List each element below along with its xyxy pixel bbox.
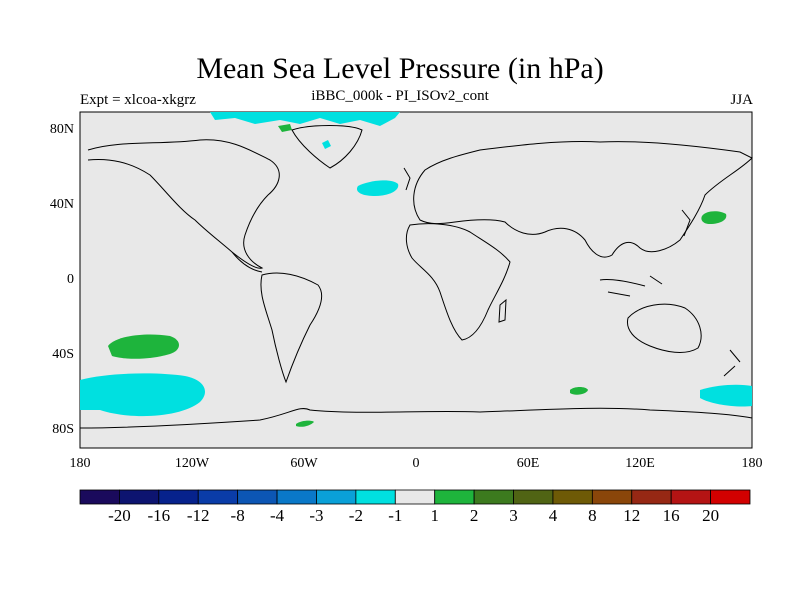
colorbar-label-13: 12	[623, 506, 641, 525]
colorbar-label-10: 3	[509, 506, 518, 525]
colorbar-swatch-11	[513, 489, 554, 505]
lon-tick-180e: 180	[741, 456, 763, 471]
colorbar-swatch-15	[670, 489, 711, 505]
patch-south-pacific	[80, 373, 205, 417]
lon-tick-0: 0	[412, 456, 420, 471]
colorbar-swatch-16	[710, 489, 751, 505]
patch-drake-pos	[296, 420, 314, 427]
lon-tick-120E: 120E	[625, 456, 655, 471]
patch-greenland-pos	[278, 124, 292, 132]
colorbar-swatch-7	[355, 489, 396, 505]
colorbar-label-4: -4	[269, 506, 285, 525]
lat-tick-80N: 80N	[49, 122, 74, 137]
patch-north-pacific-pos	[701, 211, 727, 224]
colorbar-label-1: -16	[147, 506, 171, 525]
colorbar-swatch-9	[434, 489, 475, 505]
patch-north-atlantic	[356, 180, 399, 196]
lat-tick-40N: 40N	[49, 197, 74, 212]
subtitle-label: iBBC_000k - PI_ISOv2_cont	[311, 88, 489, 104]
colorbar-swatch-13	[591, 489, 633, 505]
colorbar-swatch-14	[631, 489, 672, 505]
colorbar-label-2: -12	[186, 506, 210, 525]
colorbar-label-9: 2	[469, 506, 479, 525]
colorbar-swatch-8	[394, 489, 436, 505]
experiment-label: Expt = xlcoa-xkgrz	[80, 92, 196, 108]
map-title: Mean Sea Level Pressure (in hPa)	[196, 52, 604, 85]
colorbar-swatch-2	[158, 489, 199, 505]
colorbar-swatch-3	[197, 489, 239, 505]
patch-south-pacific-pos	[108, 334, 179, 359]
colorbar-swatch-0	[79, 489, 120, 505]
colorbar-swatch-4	[237, 489, 278, 505]
colorbar-label-0: -20	[108, 506, 131, 525]
lat-tick-40S: 40S	[52, 347, 74, 362]
lon-tick-60E: 60E	[516, 456, 540, 471]
colorbar-label-7: -1	[388, 506, 403, 525]
colorbar	[79, 489, 751, 505]
patch-arctic	[210, 112, 400, 126]
negative-anomaly-patches	[80, 112, 752, 417]
lon-tick-60W: 60W	[290, 456, 318, 471]
colorbar-swatch-10	[473, 489, 514, 505]
lat-tick-80S: 80S	[52, 422, 74, 437]
colorbar-label-14: 16	[662, 506, 680, 525]
lat-tick-0: 0	[67, 272, 74, 287]
season-label: JJA	[730, 92, 753, 108]
colorbar-swatch-1	[119, 489, 160, 505]
colorbar-label-6: -2	[348, 506, 363, 525]
colorbar-label-15: 20	[702, 506, 720, 525]
colorbar-swatch-5	[276, 489, 317, 505]
colorbar-label-11: 4	[548, 506, 558, 525]
patch-greenland-small	[322, 140, 331, 149]
patch-south-indian	[700, 384, 752, 407]
lon-tick-180w: 180	[69, 456, 91, 471]
colorbar-swatch-12	[552, 489, 593, 505]
colorbar-label-3: -8	[230, 506, 245, 525]
patch-southern-indian-pos	[570, 387, 588, 395]
colorbar-swatch-6	[316, 489, 357, 505]
coastlines	[79, 125, 753, 429]
colorbar-label-12: 8	[588, 506, 597, 525]
colorbar-label-8: 1	[430, 506, 439, 525]
lon-tick-120W: 120W	[174, 456, 210, 471]
positive-anomaly-patches	[108, 124, 727, 427]
colorbar-label-5: -3	[309, 506, 324, 525]
